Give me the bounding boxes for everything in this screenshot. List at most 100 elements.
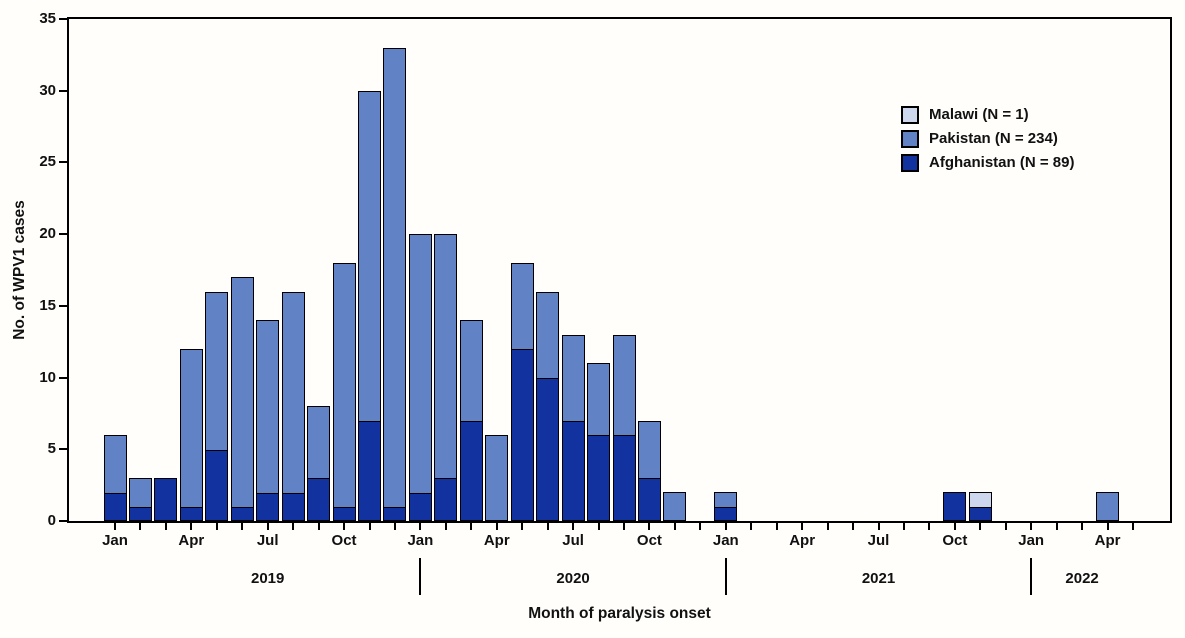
bar-segment-afghanistan: [103, 492, 127, 521]
bar-segment-pakistan: [383, 47, 407, 509]
legend-item: Afghanistan (N = 89): [901, 153, 1074, 172]
bar-segment-pakistan: [332, 262, 356, 509]
bar-group: [383, 47, 407, 521]
bar-segment-afghanistan: [587, 434, 611, 521]
x-axis-tick: [724, 523, 727, 530]
bar-segment-pakistan: [536, 291, 560, 380]
x-axis-tick: [623, 523, 625, 530]
x-axis-tick: [597, 523, 600, 530]
x-axis-tick: [572, 523, 575, 530]
x-axis-tick: [1004, 523, 1007, 530]
bar-group: [561, 334, 585, 521]
y-tick-label: 0: [47, 512, 56, 529]
x-axis-tick: [139, 523, 142, 530]
year-label: 2021: [861, 570, 896, 587]
bar-segment-pakistan: [103, 434, 127, 494]
bar-group: [128, 478, 152, 521]
bar-group: [434, 234, 458, 521]
bar-segment-pakistan: [434, 234, 458, 480]
bar-group: [510, 262, 534, 521]
bar-segment-afghanistan: [332, 506, 356, 521]
x-axis-tick: [750, 523, 753, 530]
x-axis-tick: [393, 523, 396, 530]
bar-group: [459, 320, 483, 521]
month-tick-label: Jan: [1018, 532, 1045, 549]
x-axis-tick: [953, 523, 956, 530]
x-axis-tick: [826, 523, 829, 530]
bar-segment-afghanistan: [943, 492, 967, 521]
month-tick-label: Oct: [636, 532, 662, 549]
month-tick-label: Oct: [942, 532, 968, 549]
y-tick-label: 10: [39, 368, 56, 386]
x-axis-tick: [164, 523, 167, 530]
bar-group: [968, 492, 992, 521]
legend-swatch-icon: [901, 153, 919, 172]
x-axis-tick: [852, 523, 855, 530]
bar-group: [179, 348, 203, 521]
y-axis-tick: [59, 18, 67, 20]
x-axis-tick: [979, 523, 982, 530]
legend-label: Pakistan (N = 234): [929, 130, 1058, 147]
legend-swatch-icon: [901, 129, 919, 148]
bar-group: [103, 434, 127, 521]
bar-segment-afghanistan: [637, 477, 661, 521]
x-axis-tick: [444, 523, 447, 530]
year-label: 2020: [556, 570, 590, 587]
x-axis-tick: [1081, 523, 1084, 530]
x-axis-tick: [521, 523, 524, 530]
bar-group: [332, 262, 356, 521]
bar-segment-afghanistan: [434, 477, 458, 521]
year-divider: [419, 558, 422, 595]
y-axis-tick: [59, 376, 67, 379]
x-axis-tick: [1106, 523, 1109, 530]
x-axis-tick: [419, 523, 422, 530]
bar-group: [485, 434, 509, 521]
month-tick-label: Oct: [331, 532, 357, 549]
bar-segment-afghanistan: [459, 420, 483, 521]
bar-segment-pakistan: [1096, 492, 1120, 521]
bar-group: [612, 334, 636, 521]
bar-segment-pakistan: [408, 234, 432, 494]
x-axis-tick: [1030, 523, 1033, 530]
x-axis-tick: [801, 523, 804, 530]
x-axis-tick: [877, 523, 880, 530]
bar-segment-afghanistan: [968, 506, 992, 521]
bar-group: [536, 291, 560, 521]
bar-segment-malawi: [968, 492, 992, 509]
bar-group: [663, 492, 687, 521]
bar-group: [587, 363, 611, 521]
bar-group: [307, 406, 331, 521]
bar-segment-pakistan: [205, 291, 229, 451]
bar-segment-pakistan: [128, 478, 152, 509]
y-axis-title: No. of WPV1 cases: [11, 200, 28, 340]
month-tick-label: Jul: [867, 532, 890, 549]
bar-segment-pakistan: [307, 406, 331, 480]
y-axis-tick: [59, 448, 67, 451]
bar-segment-pakistan: [561, 334, 585, 423]
bar-segment-afghanistan: [128, 506, 152, 521]
x-axis-tick: [775, 523, 778, 530]
bar-segment-pakistan: [663, 492, 687, 521]
legend-item: Malawi (N = 1): [901, 105, 1074, 124]
y-axis-tick: [59, 520, 67, 522]
x-axis-tick: [673, 523, 676, 530]
x-axis-tick: [470, 523, 473, 530]
y-tick-label: 5: [47, 440, 56, 458]
month-tick-label: Apr: [789, 532, 816, 549]
bar-group: [281, 291, 305, 521]
bar-group: [943, 492, 967, 521]
plot-area: [67, 17, 1172, 523]
bar-segment-afghanistan: [256, 492, 280, 521]
legend-label: Malawi (N = 1): [929, 106, 1029, 123]
y-tick-label: 35: [39, 10, 56, 27]
y-tick-label: 20: [39, 225, 56, 243]
x-axis-tick: [1055, 523, 1058, 530]
bar-group: [154, 477, 178, 521]
bar-segment-pakistan: [714, 492, 738, 509]
x-axis-tick: [495, 523, 498, 530]
x-axis-tick: [1132, 523, 1134, 530]
month-tick-label: Jul: [256, 532, 279, 549]
x-axis-tick: [114, 523, 116, 530]
x-axis-tick: [241, 523, 244, 530]
